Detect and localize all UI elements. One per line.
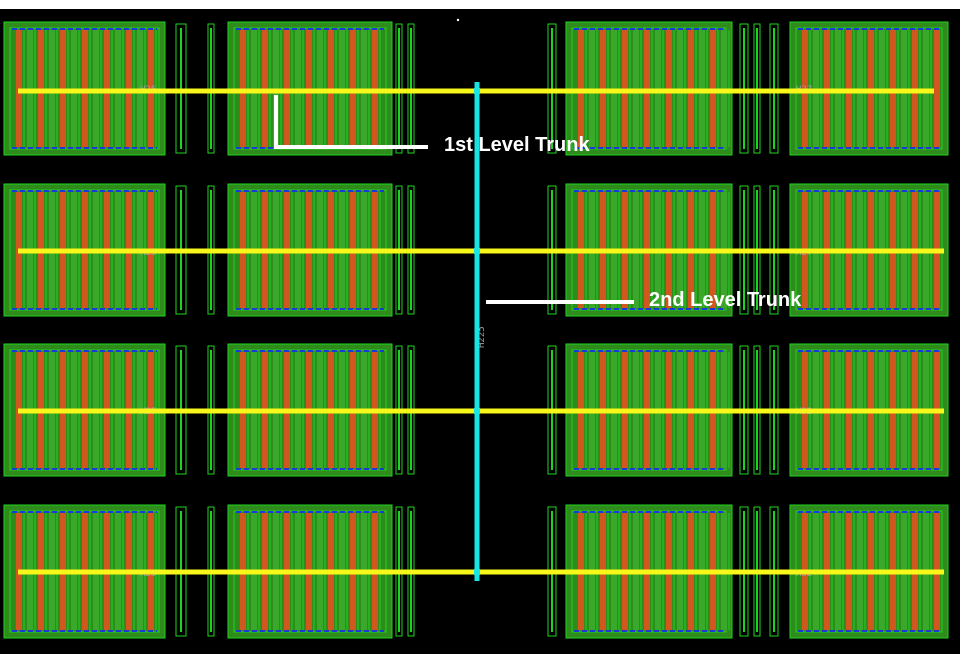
first-level-trunk-label: 1st Level Trunk	[444, 134, 590, 156]
junction-2	[474, 248, 480, 254]
junction-1	[474, 88, 480, 94]
junction-3	[474, 408, 480, 414]
cell-stripe	[934, 30, 940, 147]
marker-dot	[456, 18, 460, 22]
first-level-pointer	[274, 95, 428, 149]
trunk-junctions	[474, 88, 480, 575]
block-tag-vertical: H225	[477, 326, 487, 348]
second-level-trunk-label: 2nd Level Trunk	[649, 289, 802, 311]
junction-4	[474, 569, 480, 575]
